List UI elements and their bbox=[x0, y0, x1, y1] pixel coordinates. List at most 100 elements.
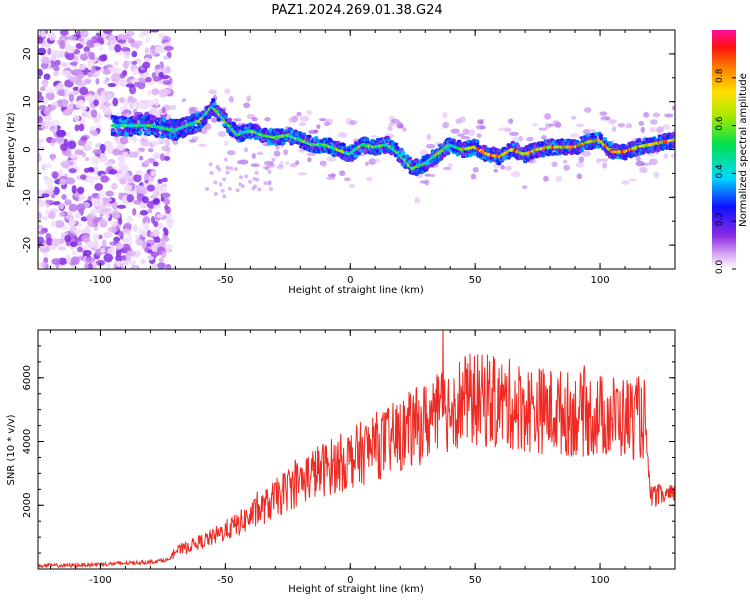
spectrogram-cell bbox=[267, 169, 272, 174]
spectrogram-cell bbox=[91, 65, 96, 74]
spectrogram-cell bbox=[85, 175, 96, 184]
spectrogram-cell bbox=[160, 239, 166, 248]
spectrogram-cell bbox=[493, 169, 498, 173]
spectrogram-cell bbox=[316, 124, 321, 129]
spectrogram-cell bbox=[85, 94, 94, 103]
spectrogram-cell bbox=[142, 216, 151, 225]
spectrogram-cell bbox=[77, 139, 87, 147]
spectrogram-cell bbox=[80, 30, 89, 38]
spectrogram-cell bbox=[132, 67, 138, 76]
spectrogram-cell bbox=[188, 108, 197, 115]
spectrogram-cell bbox=[126, 194, 135, 203]
spectrogram-cell bbox=[119, 177, 128, 185]
spectrogram-cell bbox=[255, 177, 260, 182]
colorbar-tick-label: 0.2 bbox=[715, 212, 725, 226]
spectrogram-cell bbox=[414, 196, 421, 204]
spectrogram-cell bbox=[64, 40, 70, 50]
spectrogram-cell bbox=[150, 30, 160, 33]
spectrogram-cell bbox=[521, 185, 528, 190]
spectrogram-cell bbox=[71, 185, 77, 194]
spectrogram-cell bbox=[108, 45, 114, 51]
colorbar-tick-label: 0.4 bbox=[715, 164, 725, 179]
spectrogram-cell bbox=[617, 123, 626, 128]
spectrogram-cell bbox=[102, 197, 109, 203]
spectrogram-cell bbox=[138, 131, 143, 135]
spectrogram-cell bbox=[133, 81, 140, 88]
spectrogram-cell bbox=[206, 115, 212, 120]
spectrogram-cell bbox=[500, 164, 505, 170]
spectrogram-cell bbox=[126, 233, 132, 242]
spectrogram-cell bbox=[44, 209, 50, 215]
spectrogram-cell bbox=[474, 139, 480, 143]
spectrogram-cell bbox=[86, 71, 93, 78]
x-tick-label: 100 bbox=[591, 575, 610, 586]
x-tick-label: 50 bbox=[469, 575, 482, 586]
spectrogram-cell bbox=[135, 43, 140, 50]
spectrogram-cell bbox=[44, 115, 53, 121]
spectrogram-cell bbox=[47, 184, 55, 192]
spectrogram-cell bbox=[161, 192, 171, 199]
spectrogram-cell bbox=[257, 187, 262, 192]
spectrogram-cell bbox=[51, 258, 61, 265]
spectrogram-cell bbox=[95, 78, 100, 85]
spectrogram-cell bbox=[48, 31, 56, 41]
spectrogram-cell bbox=[388, 122, 396, 126]
spectrogram-cell bbox=[86, 214, 95, 222]
spectrogram-cell bbox=[59, 40, 66, 49]
spectrogram-cell bbox=[509, 131, 519, 137]
spectrogram-cell bbox=[297, 172, 307, 176]
spectrogram-cell bbox=[387, 125, 393, 132]
spectrogram-cell bbox=[139, 155, 144, 161]
spectrogram-cell bbox=[61, 193, 67, 200]
spectrogram-cell bbox=[595, 158, 601, 164]
spectrogram-cell bbox=[164, 204, 169, 211]
spectrogram-cell bbox=[579, 148, 584, 153]
spectrogram-cell bbox=[118, 97, 126, 103]
spectrogram-cell bbox=[442, 111, 448, 119]
spectrogram-cell bbox=[498, 127, 508, 132]
spectrogram-cell bbox=[451, 138, 456, 143]
spectrogram-cell bbox=[50, 50, 61, 55]
spectrogram-cell bbox=[82, 144, 92, 152]
spectrogram-cell bbox=[508, 118, 514, 124]
spectrogram-cell bbox=[150, 170, 156, 177]
spectrogram-cell bbox=[43, 97, 48, 105]
spectrogram-cell bbox=[48, 264, 55, 269]
spectrogram-cell bbox=[92, 240, 99, 249]
spectrogram-cell bbox=[153, 237, 161, 243]
spectrogram-cell bbox=[136, 185, 147, 194]
spectrogram-cell bbox=[68, 203, 78, 212]
spectrogram-cell bbox=[122, 61, 130, 69]
spectrogram-cell bbox=[103, 253, 114, 263]
spectrogram-cell bbox=[213, 192, 218, 197]
spectrogram-cell bbox=[41, 193, 50, 198]
spectrogram-cell bbox=[102, 208, 112, 213]
spectrogram-cell bbox=[118, 158, 126, 166]
y-tick-label: 20 bbox=[22, 48, 33, 61]
spectrogram-cell bbox=[38, 111, 42, 117]
spectrogram-cell bbox=[73, 114, 80, 122]
spectrogram-cell bbox=[543, 113, 551, 120]
spectrogram-cell bbox=[578, 156, 585, 164]
spectrogram-cell bbox=[153, 220, 159, 228]
spectrogram-cell bbox=[211, 98, 216, 102]
y-tick-label: 0 bbox=[22, 146, 33, 152]
spectrogram-cell bbox=[151, 140, 161, 146]
spectrogram-cell bbox=[426, 134, 432, 141]
spectrogram-cell bbox=[402, 127, 407, 132]
spectrogram-cell bbox=[86, 39, 96, 49]
spectrogram-cell bbox=[100, 175, 109, 183]
spectrogram-cell bbox=[135, 170, 144, 176]
spectrogram-cell bbox=[570, 133, 580, 139]
spectrogram-cell bbox=[128, 260, 136, 266]
spectrogram-cell bbox=[426, 143, 436, 149]
spectrogram-cell bbox=[209, 170, 214, 175]
spectrogram-cell bbox=[128, 151, 134, 158]
spectrogram-cell bbox=[77, 246, 83, 253]
spectrogram-cell bbox=[575, 162, 585, 168]
spectrogram-cell bbox=[510, 171, 521, 178]
spectrogram-cell bbox=[202, 118, 208, 123]
spectrogram-cell bbox=[276, 164, 284, 170]
spectrogram-cell bbox=[47, 47, 52, 56]
spectrogram-cell bbox=[107, 35, 117, 45]
